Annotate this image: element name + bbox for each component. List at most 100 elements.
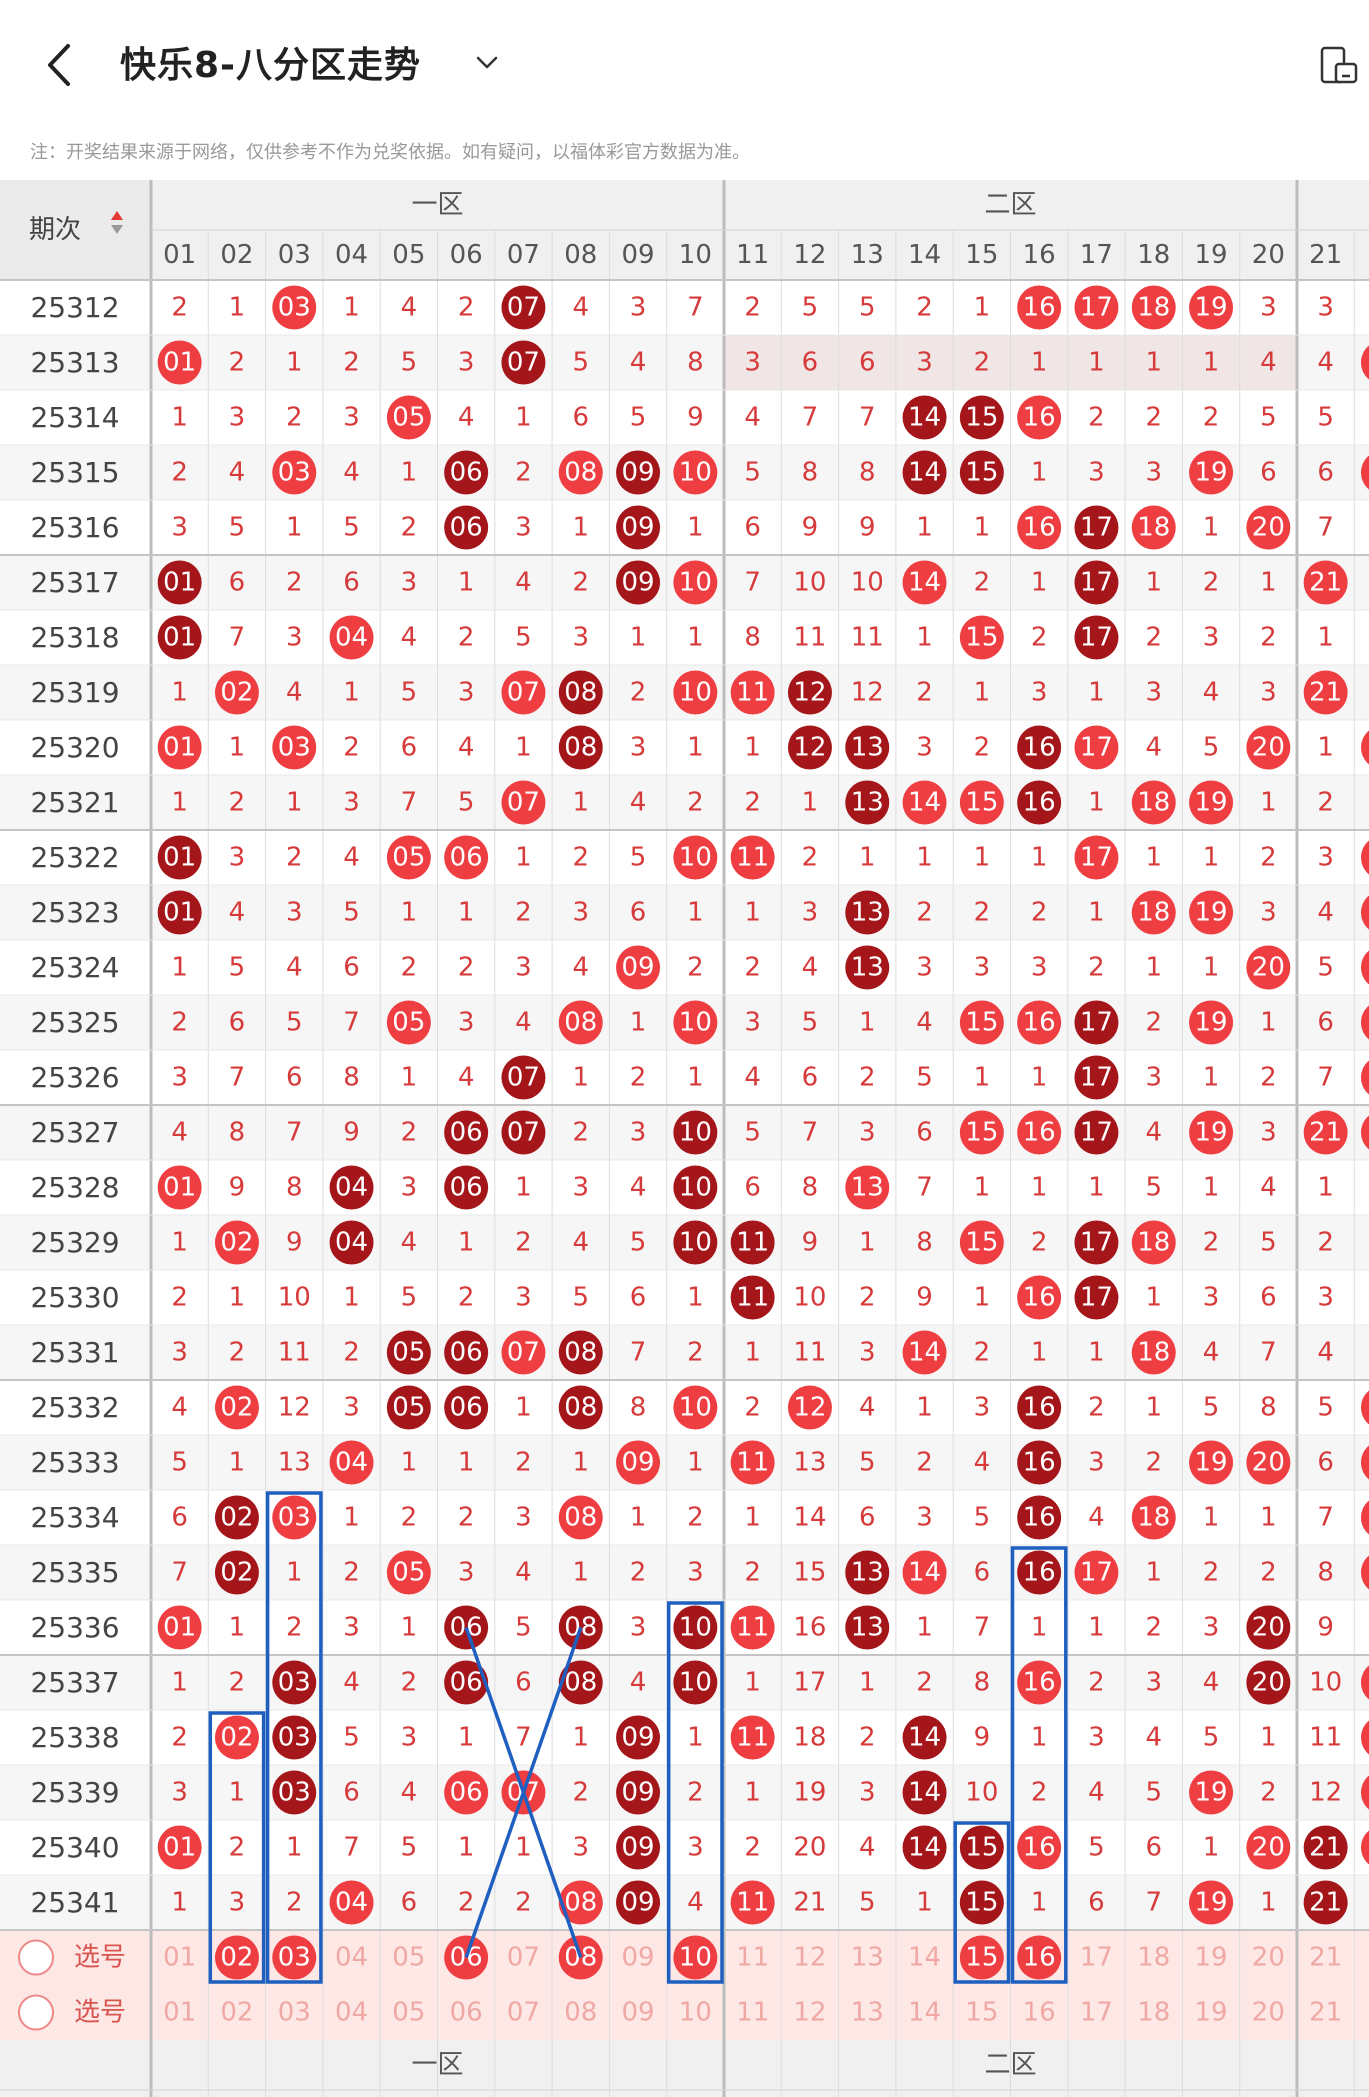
miss-count: 2 — [687, 953, 704, 983]
number-ball — [1017, 395, 1062, 440]
selected-ball-number[interactable]: 16 — [1023, 1943, 1056, 1973]
select-number[interactable]: 01 — [163, 1998, 196, 2028]
select-number[interactable]: 17 — [1080, 1943, 1113, 1973]
selected-ball[interactable] — [272, 1935, 317, 1980]
selected-ball-number[interactable]: 02 — [220, 1943, 253, 1973]
select-number[interactable]: 13 — [851, 1998, 884, 2028]
select-number[interactable]: 11 — [736, 1943, 769, 1973]
ball-number: 09 — [622, 1448, 655, 1478]
sort-down-icon[interactable] — [111, 225, 123, 234]
select-number[interactable]: 12 — [793, 1943, 826, 1973]
select-number[interactable]: 19 — [1195, 1943, 1228, 1973]
selected-ball-number[interactable]: 03 — [278, 1943, 311, 1973]
miss-count: 3 — [286, 898, 303, 928]
select-number[interactable]: 17 — [1080, 1998, 1113, 2028]
miss-count: 1 — [1260, 788, 1277, 818]
select-radio[interactable] — [18, 1939, 54, 1976]
select-number[interactable]: 09 — [622, 1998, 655, 2028]
select-number[interactable]: 14 — [908, 1998, 941, 2028]
select-radio[interactable] — [18, 1994, 54, 2031]
select-number[interactable]: 07 — [507, 1998, 540, 2028]
selected-ball-number[interactable]: 15 — [965, 1943, 998, 1973]
miss-count: 4 — [1317, 898, 1334, 928]
select-number[interactable]: 02 — [220, 1998, 253, 2028]
column-header: 15 — [965, 240, 998, 270]
miss-count: 5 — [859, 1448, 876, 1478]
select-number[interactable]: 21 — [1309, 1998, 1342, 2028]
select-number[interactable]: 20 — [1252, 1943, 1285, 1973]
ball-number: 19 — [1195, 898, 1228, 928]
miss-count: 1 — [401, 1448, 418, 1478]
select-label[interactable]: 选号 — [74, 1998, 126, 2028]
miss-count: 1 — [1031, 1888, 1048, 1918]
select-number[interactable]: 05 — [392, 1998, 425, 2028]
select-number[interactable]: 18 — [1137, 1943, 1170, 1973]
period-cell: 25318 — [30, 621, 119, 654]
miss-count: 1 — [1145, 953, 1162, 983]
miss-count: 1 — [343, 1503, 360, 1533]
selected-ball[interactable] — [959, 1935, 1004, 1980]
select-number[interactable]: 21 — [1309, 1943, 1342, 1973]
miss-count: 1 — [458, 1723, 475, 1753]
sort-up-icon[interactable] — [111, 211, 123, 220]
number-ball-partial — [1360, 1005, 1369, 1040]
miss-count: 1 — [171, 403, 188, 433]
selected-ball[interactable] — [1017, 1935, 1062, 1980]
ball-number: 14 — [908, 1723, 941, 1753]
miss-count: 7 — [1145, 1888, 1162, 1918]
selected-ball-number[interactable]: 10 — [679, 1943, 712, 1973]
select-number[interactable]: 15 — [965, 1998, 998, 2028]
selected-ball[interactable] — [673, 1935, 718, 1980]
number-ball — [1131, 1330, 1176, 1375]
period-cell: 25321 — [30, 786, 119, 819]
select-number[interactable]: 03 — [278, 1998, 311, 2028]
ball-number: 16 — [1023, 1503, 1056, 1533]
select-number[interactable]: 06 — [450, 1998, 483, 2028]
miss-count: 8 — [286, 1173, 303, 1203]
ball-number: 03 — [278, 733, 311, 763]
number-ball — [1074, 1110, 1119, 1155]
ball-number: 13 — [851, 1613, 884, 1643]
ball-number: 18 — [1137, 1228, 1170, 1258]
miss-count: 2 — [1145, 1448, 1162, 1478]
miss-count: 7 — [515, 1723, 532, 1753]
device-layout-icon[interactable] — [1318, 44, 1362, 88]
chevron-down-icon[interactable] — [472, 48, 502, 78]
ball-number: 19 — [1195, 293, 1228, 323]
miss-count: 1 — [286, 513, 303, 543]
number-ball — [444, 835, 489, 880]
miss-count: 2 — [515, 458, 532, 488]
number-ball — [157, 1165, 202, 1210]
select-number[interactable]: 19 — [1195, 1998, 1228, 2028]
select-number[interactable]: 08 — [564, 1998, 597, 2028]
select-number[interactable]: 09 — [622, 1943, 655, 1973]
select-number[interactable]: 05 — [392, 1943, 425, 1973]
select-number[interactable]: 01 — [163, 1943, 196, 1973]
select-number[interactable]: 18 — [1137, 1998, 1170, 2028]
period-cell: 25320 — [30, 731, 119, 764]
selected-ball[interactable] — [214, 1935, 259, 1980]
select-number[interactable]: 07 — [507, 1943, 540, 1973]
miss-count: 5 — [630, 1228, 647, 1258]
ball-number: 16 — [1023, 788, 1056, 818]
miss-count: 2 — [974, 733, 991, 763]
select-number[interactable]: 13 — [851, 1943, 884, 1973]
ball-number: 01 — [163, 733, 196, 763]
select-number[interactable]: 04 — [335, 1943, 368, 1973]
select-number[interactable]: 04 — [335, 1998, 368, 2028]
select-number[interactable]: 16 — [1023, 1998, 1056, 2028]
select-number[interactable]: 10 — [679, 1998, 712, 2028]
ball-number: 16 — [1023, 1833, 1056, 1863]
miss-count: 2 — [171, 293, 188, 323]
miss-count: 8 — [916, 1228, 933, 1258]
miss-count: 1 — [1031, 1063, 1048, 1093]
select-number[interactable]: 12 — [793, 1998, 826, 2028]
number-ball — [1131, 505, 1176, 550]
select-number[interactable]: 11 — [736, 1998, 769, 2028]
select-number[interactable]: 20 — [1252, 1998, 1285, 2028]
miss-count: 2 — [1145, 623, 1162, 653]
select-number[interactable]: 14 — [908, 1943, 941, 1973]
number-ball — [329, 1165, 374, 1210]
select-label[interactable]: 选号 — [74, 1943, 126, 1973]
back-arrow-icon[interactable] — [40, 38, 80, 92]
